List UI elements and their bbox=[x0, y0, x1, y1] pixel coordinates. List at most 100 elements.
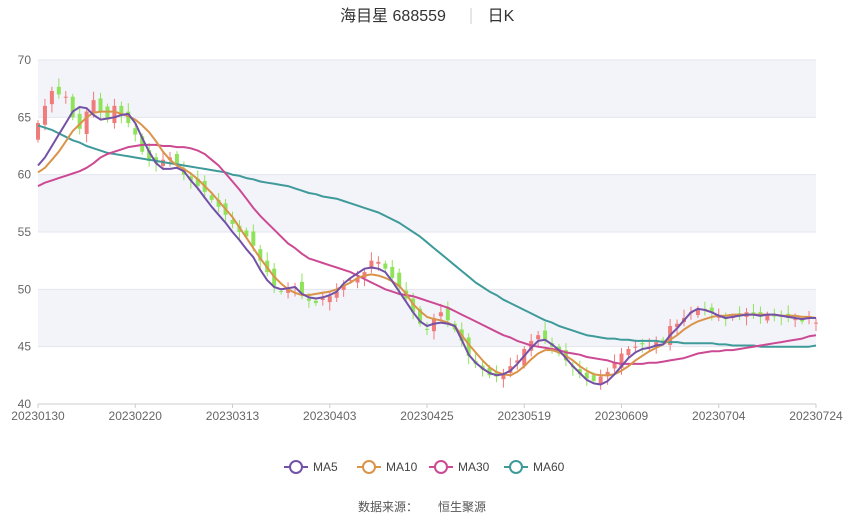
candle-body bbox=[63, 96, 68, 98]
y-tick-label: 60 bbox=[18, 168, 32, 182]
y-tick-label: 45 bbox=[18, 340, 32, 354]
candle-body bbox=[709, 307, 714, 313]
y-axis: 40 45 50 55 60 65 70 bbox=[18, 53, 32, 411]
candle-body bbox=[772, 315, 777, 317]
legend-swatch-marker bbox=[434, 460, 448, 474]
x-tick-label: 20230519 bbox=[498, 409, 552, 423]
candle-body bbox=[306, 298, 311, 301]
candle-body bbox=[765, 314, 770, 321]
candle-body bbox=[695, 308, 700, 316]
candle-body bbox=[320, 298, 325, 300]
candle-body bbox=[383, 263, 388, 269]
candle-body bbox=[376, 261, 381, 264]
candle-body bbox=[216, 199, 221, 207]
candle-body bbox=[612, 362, 617, 369]
legend[interactable]: MA5 MA10 MA30 MA60 bbox=[284, 460, 565, 474]
chart-period: 日K bbox=[488, 8, 515, 25]
candle-body bbox=[49, 90, 54, 105]
candle-body bbox=[195, 178, 200, 187]
candle-body bbox=[487, 367, 492, 376]
y-tick-label: 65 bbox=[18, 110, 32, 124]
candle-body bbox=[605, 371, 610, 377]
x-tick-label: 20230425 bbox=[400, 409, 454, 423]
candle-body bbox=[425, 328, 429, 330]
candle-body bbox=[244, 230, 249, 237]
candle-body bbox=[633, 346, 638, 348]
y-tick-label: 70 bbox=[18, 53, 32, 67]
candle-body bbox=[126, 111, 131, 124]
candle-body bbox=[147, 150, 152, 161]
moving-average-lines bbox=[37, 106, 817, 386]
legend-label: MA5 bbox=[313, 460, 338, 474]
ma60-line bbox=[37, 124, 817, 348]
candle-body bbox=[390, 266, 395, 278]
candle-body bbox=[515, 360, 520, 363]
candle-body bbox=[577, 369, 582, 375]
candle-body bbox=[36, 123, 40, 140]
candle-body bbox=[543, 330, 548, 340]
candle-body bbox=[258, 249, 263, 261]
candle-body bbox=[619, 353, 624, 368]
candle-body bbox=[91, 100, 96, 114]
candle-body bbox=[466, 337, 471, 356]
x-tick-label: 20230220 bbox=[109, 409, 163, 423]
x-tick-label: 20230403 bbox=[303, 409, 357, 423]
ma5-line bbox=[37, 106, 816, 386]
candle-body bbox=[230, 219, 235, 224]
x-axis: 20230130 20230220 20230313 20230403 20230425… bbox=[11, 403, 843, 423]
candle-body bbox=[334, 291, 339, 298]
candle-body bbox=[119, 105, 124, 116]
candle-body bbox=[42, 105, 47, 125]
candle-body bbox=[327, 296, 332, 303]
candle-body bbox=[251, 231, 256, 246]
candle-body bbox=[112, 105, 117, 124]
legend-swatch-marker bbox=[289, 460, 303, 474]
candle-body bbox=[536, 335, 541, 340]
candle-body bbox=[584, 372, 589, 379]
grid-band bbox=[38, 174, 816, 232]
candle-body bbox=[675, 323, 680, 328]
candle-body bbox=[286, 289, 291, 293]
candle-body bbox=[209, 195, 214, 200]
candle-body bbox=[661, 339, 666, 341]
legend-label: MA10 bbox=[386, 460, 418, 474]
candle-body bbox=[341, 285, 346, 290]
candle-body bbox=[626, 348, 631, 356]
x-tick-label: 20230724 bbox=[789, 409, 843, 423]
candle-body bbox=[418, 308, 423, 324]
candle-body bbox=[640, 343, 645, 345]
candle-body bbox=[814, 322, 818, 324]
candle-body bbox=[98, 98, 103, 112]
candle-body bbox=[438, 312, 443, 317]
legend-item-ma60[interactable]: MA60 bbox=[504, 460, 565, 474]
candle-body bbox=[355, 277, 360, 283]
candle-body bbox=[716, 316, 721, 318]
source-label: 数据来源： bbox=[358, 499, 418, 514]
grid-band bbox=[38, 60, 816, 118]
candle-body bbox=[348, 280, 353, 282]
legend-item-ma30[interactable]: MA30 bbox=[429, 460, 490, 474]
candle-body bbox=[751, 312, 756, 315]
y-tick-label: 50 bbox=[18, 282, 32, 296]
legend-item-ma5[interactable]: MA5 bbox=[284, 460, 338, 474]
candle-body bbox=[279, 291, 284, 293]
x-tick-label: 20230130 bbox=[11, 409, 65, 423]
candle-body bbox=[84, 111, 89, 134]
candle-body bbox=[70, 96, 75, 118]
x-tick-label: 20230609 bbox=[595, 409, 649, 423]
grid-band bbox=[38, 289, 816, 347]
legend-label: MA60 bbox=[533, 460, 565, 474]
legend-item-ma10[interactable]: MA10 bbox=[357, 460, 418, 474]
source-provider: 恒生聚源 bbox=[438, 500, 486, 514]
candle-body bbox=[313, 300, 318, 304]
legend-swatch-marker bbox=[509, 460, 523, 474]
candle-body bbox=[77, 113, 82, 129]
candle-body bbox=[445, 307, 450, 321]
candle-body bbox=[105, 106, 110, 120]
chart-title: 海目星 688559 bbox=[340, 7, 446, 25]
legend-swatch-marker bbox=[362, 460, 376, 474]
x-tick-label: 20230313 bbox=[206, 409, 260, 423]
y-tick-label: 40 bbox=[18, 397, 32, 411]
candle-body bbox=[501, 373, 506, 380]
candle-body bbox=[793, 319, 798, 321]
